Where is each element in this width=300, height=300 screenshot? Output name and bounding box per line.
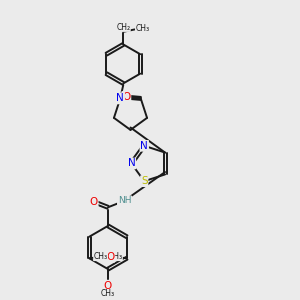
Text: N: N [140,141,148,151]
Text: CH₃: CH₃ [94,252,108,261]
Text: O: O [89,197,98,207]
Text: CH₃: CH₃ [101,290,115,298]
Text: NH: NH [118,196,131,205]
Text: O: O [102,252,110,262]
Text: S: S [141,176,148,186]
Text: O: O [122,92,130,102]
Text: N: N [128,158,135,169]
Text: CH₃: CH₃ [135,24,149,33]
Text: O: O [104,280,112,291]
Text: CH₂: CH₂ [116,22,130,32]
Text: O: O [106,252,114,262]
Text: N: N [116,93,124,103]
Text: CH₃: CH₃ [108,252,122,261]
